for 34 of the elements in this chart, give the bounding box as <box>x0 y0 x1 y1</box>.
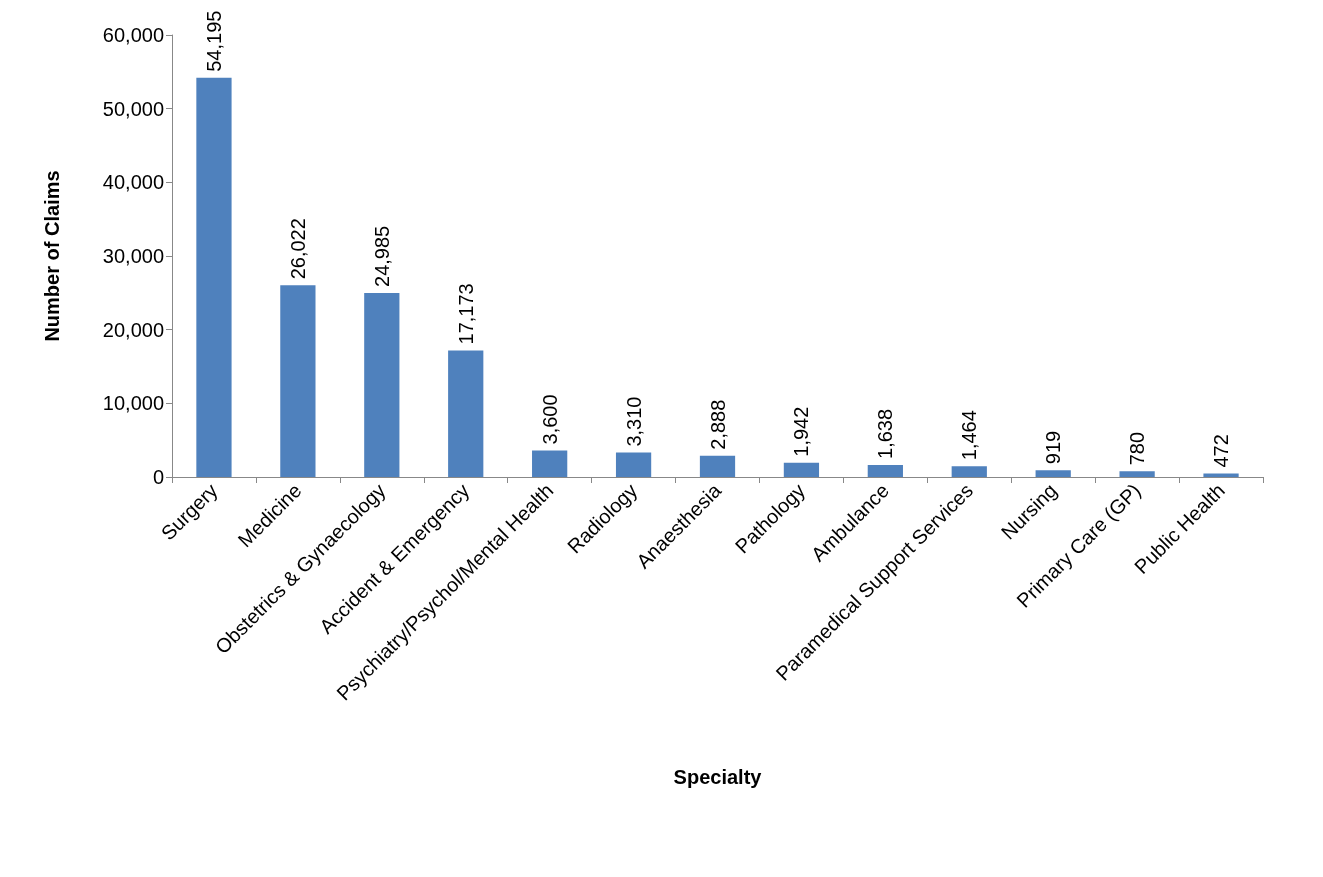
bar <box>867 464 903 477</box>
data-label: 1,942 <box>790 406 813 457</box>
data-label: 24,985 <box>370 225 393 287</box>
bar <box>615 452 652 477</box>
y-tick-label: 20,000 <box>102 318 164 341</box>
data-label: 26,022 <box>286 218 309 280</box>
data-label: 1,464 <box>958 410 981 461</box>
data-label: 1,638 <box>874 408 897 459</box>
y-tick-label: 30,000 <box>102 245 164 267</box>
bar <box>532 450 568 477</box>
bar <box>448 350 484 477</box>
bar <box>699 455 736 477</box>
x-axis-title: Specialty <box>673 766 763 788</box>
bar <box>364 292 400 477</box>
y-tick-label: 0 <box>152 466 164 488</box>
data-label: 919 <box>1042 430 1065 465</box>
bar <box>280 285 316 477</box>
bar <box>951 466 987 477</box>
data-label: 472 <box>1210 434 1233 468</box>
bar <box>783 462 820 477</box>
y-tick-label: 50,000 <box>102 97 164 120</box>
data-label: 780 <box>1126 431 1149 466</box>
data-label: 54,195 <box>202 10 225 72</box>
y-tick-label: 10,000 <box>102 392 164 415</box>
y-tick-label: 40,000 <box>102 171 164 194</box>
y-tick-label: 60,000 <box>102 24 164 46</box>
bar <box>1035 470 1071 477</box>
data-label: 3,600 <box>538 394 561 445</box>
data-label: 17,173 <box>454 283 477 345</box>
data-label: 2,888 <box>706 399 729 450</box>
bar <box>1119 471 1155 477</box>
bar <box>196 77 232 477</box>
data-label: 3,310 <box>622 396 645 447</box>
y-axis-title: Number of Claims <box>41 170 63 342</box>
